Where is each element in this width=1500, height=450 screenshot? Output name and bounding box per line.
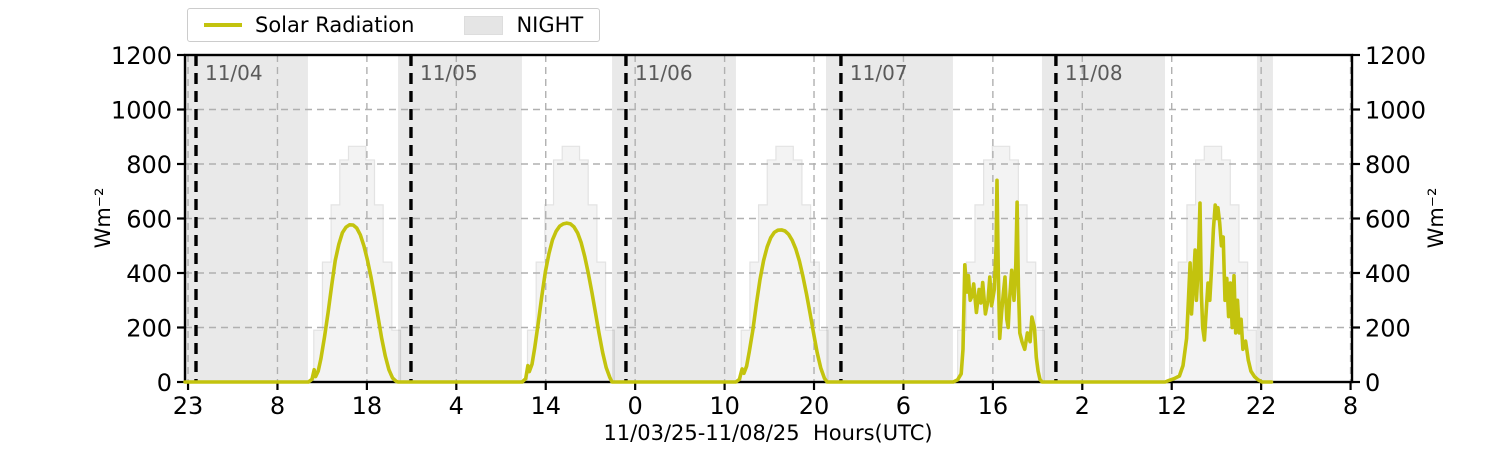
- y-tick-label-right: 600: [1365, 206, 1411, 234]
- y-tick-label-right: 0: [1365, 369, 1380, 397]
- x-tick-label: 8: [1343, 392, 1358, 420]
- x-tick-label: 8: [270, 392, 285, 420]
- day-date-label: 11/06: [635, 61, 693, 85]
- y-axis-label-left: Wm⁻²: [91, 187, 115, 249]
- x-tick-label: 20: [799, 392, 830, 420]
- day-date-label: 11/07: [850, 61, 908, 85]
- y-tick-label-left: 800: [126, 151, 172, 179]
- clear-sky-step-area: [740, 145, 829, 383]
- day-date-label: 11/08: [1065, 61, 1123, 85]
- legend-label-solar: Solar Radiation: [255, 13, 415, 37]
- y-tick-label-right: 200: [1365, 315, 1411, 343]
- clear-sky-step-area: [957, 145, 1045, 383]
- y-tick-label-left: 1000: [111, 97, 172, 125]
- y-axis-label-right: Wm⁻²: [1424, 187, 1448, 249]
- x-tick-label: 10: [709, 392, 740, 420]
- solar-radiation-line-swatch: [204, 23, 242, 27]
- y-tick-label-right: 1200: [1365, 42, 1426, 70]
- night-patch-swatch: [464, 15, 504, 35]
- y-tick-label-left: 400: [126, 260, 172, 288]
- clear-sky-step-area: [313, 145, 402, 383]
- y-tick-label-right: 400: [1365, 260, 1411, 288]
- y-tick-label-left: 200: [126, 315, 172, 343]
- x-tick-label: 4: [449, 392, 464, 420]
- legend: Solar Radiation NIGHT: [187, 8, 601, 42]
- y-tick-label-left: 0: [157, 369, 172, 397]
- day-date-label: 11/04: [205, 61, 263, 85]
- y-tick-label-right: 800: [1365, 151, 1411, 179]
- x-tick-label: 12: [1156, 392, 1187, 420]
- x-tick-label: 6: [896, 392, 911, 420]
- x-axis-label: 11/03/25-11/08/25 Hours(UTC): [603, 421, 933, 445]
- x-tick-label: 14: [530, 392, 561, 420]
- clear-sky-step-area: [526, 145, 615, 383]
- solar-radiation-line: [183, 178, 1274, 384]
- y-tick-label-right: 1000: [1365, 97, 1426, 125]
- x-tick-label: 16: [978, 392, 1009, 420]
- x-tick-label: 22: [1246, 392, 1277, 420]
- x-tick-label: 18: [352, 392, 383, 420]
- x-tick-label: 0: [628, 392, 643, 420]
- legend-label-night: NIGHT: [516, 13, 584, 37]
- day-date-label: 11/05: [420, 61, 478, 85]
- x-tick-label: 23: [173, 392, 204, 420]
- x-tick-label: 2: [1075, 392, 1090, 420]
- y-tick-label-left: 1200: [111, 42, 172, 70]
- y-tick-label-left: 600: [126, 206, 172, 234]
